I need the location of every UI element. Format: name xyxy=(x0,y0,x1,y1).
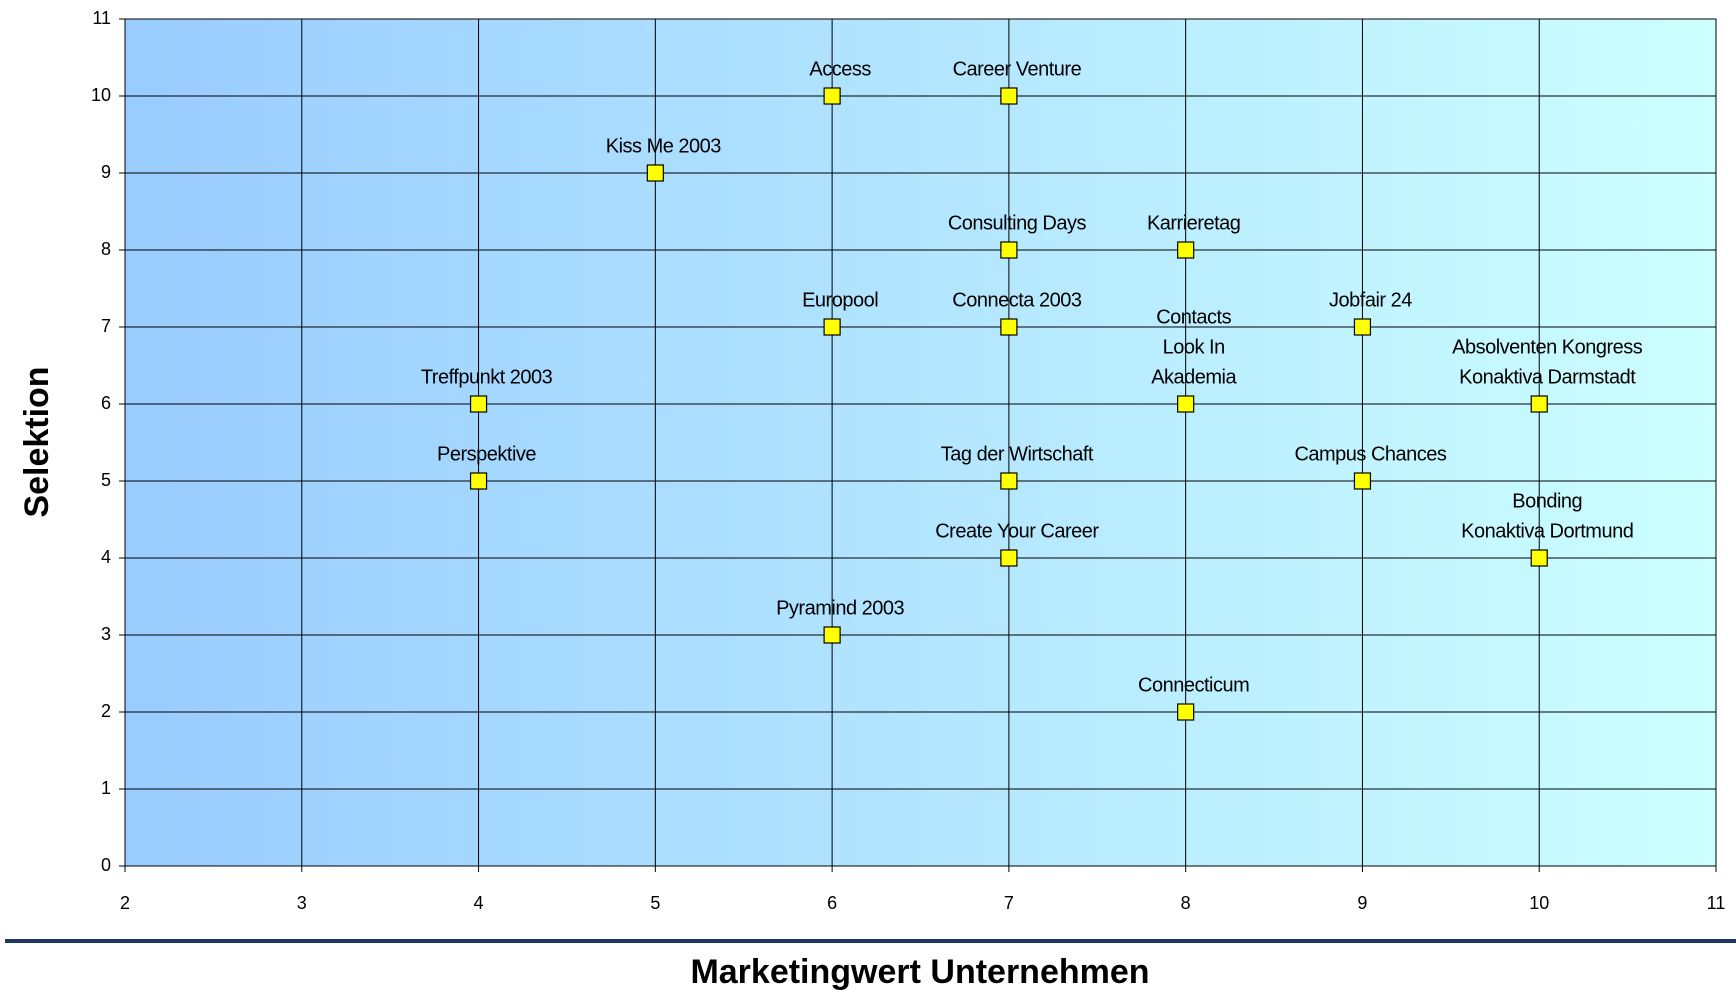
marker xyxy=(469,395,488,413)
x-tick-label: 5 xyxy=(650,893,660,913)
point-label: Contacts xyxy=(1156,306,1231,328)
y-axis-title: Selektion xyxy=(18,366,56,517)
x-tick-label: 3 xyxy=(297,893,307,913)
point-label: Akademia xyxy=(1151,366,1237,388)
y-tick-label: 5 xyxy=(101,470,111,490)
marker xyxy=(469,472,488,490)
y-tick-label: 8 xyxy=(101,239,111,259)
point-label: Connecta 2003 xyxy=(952,289,1082,311)
point-label: Kiss Me 2003 xyxy=(606,135,722,157)
x-tick-label: 9 xyxy=(1357,893,1367,913)
y-tick-label: 7 xyxy=(101,316,111,336)
y-tick-label: 2 xyxy=(101,701,111,721)
y-tick-label: 3 xyxy=(101,624,111,644)
point-label: Konaktiva Dortmund xyxy=(1461,520,1633,542)
marker xyxy=(1530,549,1548,567)
marker xyxy=(1530,395,1548,413)
x-tick-label: 4 xyxy=(474,893,484,913)
marker xyxy=(1000,549,1018,567)
y-tick-label: 10 xyxy=(91,85,111,105)
point-label: Karrieretag xyxy=(1147,212,1240,234)
point-label: Connecticum xyxy=(1138,674,1249,696)
marker xyxy=(1177,241,1195,259)
point-label: Pyramind 2003 xyxy=(776,597,904,619)
point-label: Look In xyxy=(1163,336,1225,358)
x-tick-label: 11 xyxy=(1707,893,1726,913)
point-label: Campus Chances xyxy=(1294,443,1446,465)
plot-area xyxy=(125,19,1716,866)
marker xyxy=(1000,241,1018,259)
x-tick-label: 6 xyxy=(827,893,837,913)
point-label: Career Venture xyxy=(953,58,1082,80)
point-label: Access xyxy=(809,58,871,80)
marker xyxy=(1177,703,1195,721)
y-tick-label: 6 xyxy=(101,393,111,413)
plot-border xyxy=(124,18,1717,867)
x-tick-label: 2 xyxy=(120,893,130,913)
y-tick-label: 0 xyxy=(101,855,111,875)
marker xyxy=(823,87,841,105)
point-label: Perspektive xyxy=(437,443,536,465)
marker xyxy=(823,318,841,336)
marker xyxy=(1000,87,1018,105)
marker xyxy=(646,164,664,182)
x-tick-label: 8 xyxy=(1181,893,1191,913)
x-tick-label: 10 xyxy=(1529,893,1549,913)
point-label: Absolventen Kongress xyxy=(1452,336,1643,358)
point-label: Konaktiva Darmstadt xyxy=(1459,366,1636,388)
point-label: Consulting Days xyxy=(948,212,1087,234)
marker xyxy=(1177,395,1195,413)
point-label: Europool xyxy=(802,289,878,311)
marker xyxy=(1000,318,1018,336)
point-label: Tag der Wirtschaft xyxy=(941,443,1094,465)
y-tick-label: 11 xyxy=(92,8,111,28)
point-label: Jobfair 24 xyxy=(1329,289,1412,311)
marker xyxy=(1353,472,1372,490)
point-label: Treffpunkt 2003 xyxy=(421,366,553,388)
y-tick-label: 1 xyxy=(101,778,111,798)
marker xyxy=(1353,318,1372,336)
y-tick-label: 4 xyxy=(101,547,111,567)
marker xyxy=(823,626,841,644)
marker xyxy=(1000,472,1018,490)
y-tick-label: 9 xyxy=(101,162,111,182)
x-axis-title: Marketingwert Unternehmen xyxy=(690,953,1149,991)
point-label: Bonding xyxy=(1512,490,1582,512)
x-tick-label: 7 xyxy=(1004,893,1014,913)
point-label: Create Your Career xyxy=(935,520,1099,542)
